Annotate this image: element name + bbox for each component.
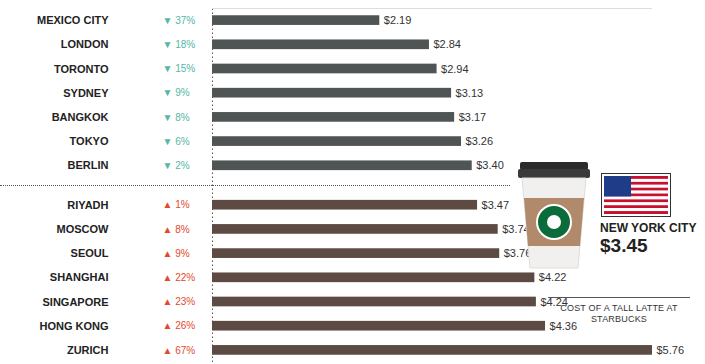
svg-text:ZURICH: ZURICH: [67, 344, 109, 356]
svg-text:TORONTO: TORONTO: [54, 63, 109, 75]
svg-text:▼ 37%: ▼ 37%: [163, 15, 196, 26]
svg-text:$2.94: $2.94: [441, 63, 469, 75]
svg-text:$3.74: $3.74: [502, 223, 530, 235]
svg-text:▲ 22%: ▲ 22%: [163, 272, 196, 283]
svg-text:▲ 9%: ▲ 9%: [163, 248, 190, 259]
svg-text:▼ 8%: ▼ 8%: [163, 112, 190, 123]
svg-text:RIYADH: RIYADH: [67, 199, 108, 211]
svg-text:$4.36: $4.36: [550, 320, 578, 332]
svg-text:$3.40: $3.40: [476, 159, 504, 171]
svg-text:$3.26: $3.26: [466, 135, 494, 147]
svg-text:▲ 8%: ▲ 8%: [163, 224, 190, 235]
svg-text:$4.24: $4.24: [540, 295, 568, 308]
svg-text:$4.22: $4.22: [539, 271, 567, 283]
svg-text:▼ 18%: ▼ 18%: [163, 39, 196, 50]
svg-text:▼ 9%: ▼ 9%: [163, 87, 190, 98]
svg-text:TOKYO: TOKYO: [70, 135, 109, 147]
svg-text:▲ 26%: ▲ 26%: [163, 320, 196, 331]
html-text:$3.45: $3.45: [600, 235, 648, 256]
svg-text:$3.13: $3.13: [456, 87, 484, 99]
svg-text:SINGAPORE: SINGAPORE: [42, 296, 108, 308]
svg-text:$3.76: $3.76: [504, 247, 532, 259]
svg-text:$2.19: $2.19: [384, 14, 412, 26]
svg-text:$2.84: $2.84: [433, 38, 461, 50]
svg-text:▼ 6%: ▼ 6%: [163, 136, 190, 147]
svg-text:MEXICO CITY: MEXICO CITY: [37, 14, 109, 26]
html-text:COST OF A TALL LATTE AT STARBU: COST OF A TALL LATTE AT STARBUCKS: [560, 303, 678, 324]
svg-text:▼ 15%: ▼ 15%: [163, 63, 196, 74]
svg-text:BERLIN: BERLIN: [68, 159, 109, 171]
svg-text:$5.76: $5.76: [657, 344, 685, 356]
svg-text:$3.47: $3.47: [482, 199, 510, 211]
svg-text:SHANGHAI: SHANGHAI: [50, 271, 109, 283]
html-text:NEW YORK CITY: NEW YORK CITY: [600, 221, 697, 235]
svg-text:▲ 23%: ▲ 23%: [163, 296, 196, 307]
svg-text:BANGKOK: BANGKOK: [52, 111, 109, 123]
svg-text:HONG KONG: HONG KONG: [39, 320, 108, 332]
svg-text:SEOUL: SEOUL: [71, 247, 109, 259]
svg-text:▲ 1%: ▲ 1%: [163, 199, 190, 210]
svg-text:MOSCOW: MOSCOW: [57, 223, 110, 235]
svg-text:$3.17: $3.17: [459, 111, 487, 123]
svg-text:▼ 2%: ▼ 2%: [163, 160, 190, 171]
svg-text:▲ 67%: ▲ 67%: [163, 345, 196, 356]
svg-text:LONDON: LONDON: [61, 38, 109, 50]
svg-text:SYDNEY: SYDNEY: [63, 87, 109, 99]
